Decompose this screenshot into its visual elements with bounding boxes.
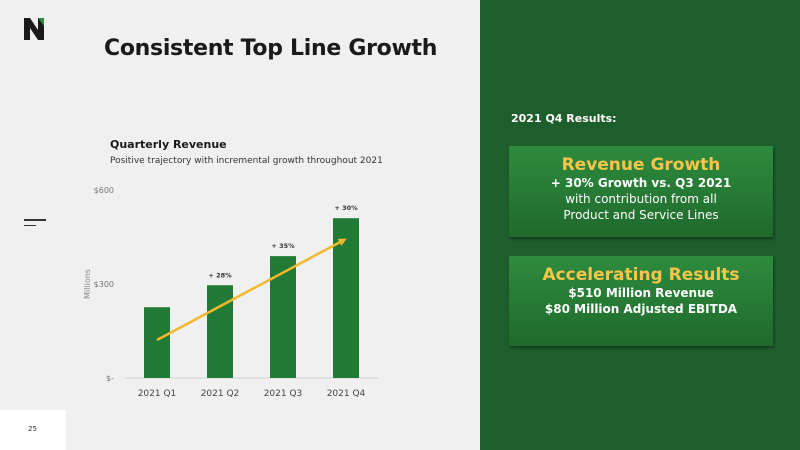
card-line: with contribution from all <box>565 192 717 206</box>
page-number: 25 <box>28 425 37 433</box>
accelerating-results-card: Accelerating Results $510 Million Revenu… <box>509 256 773 346</box>
bar <box>207 285 233 378</box>
card-title: Revenue Growth <box>561 155 721 175</box>
chart-subtitle: Positive trajectory with incremental gro… <box>110 156 383 166</box>
x-tick-label: 2021 Q1 <box>138 389 177 399</box>
data-label: + 28% <box>208 271 232 279</box>
y-tick-label: $600 <box>94 186 114 195</box>
y-axis-label: Millions <box>83 269 92 299</box>
section-divider-short <box>24 225 36 226</box>
revenue-growth-card: Revenue Growth + 30% Growth vs. Q3 2021 … <box>509 146 773 237</box>
chart-title: Quarterly Revenue <box>110 138 227 151</box>
x-tick-label: 2021 Q3 <box>264 389 303 399</box>
page-number-box <box>0 410 66 450</box>
data-label: + 30% <box>334 204 358 212</box>
y-tick-label: $300 <box>94 280 114 289</box>
bar <box>270 256 296 378</box>
card-title: Accelerating Results <box>542 265 740 285</box>
card-line: + 30% Growth vs. Q3 2021 <box>550 176 732 190</box>
section-divider <box>24 219 46 221</box>
card-line: $510 Million Revenue <box>568 286 714 300</box>
data-label: + 35% <box>271 242 295 250</box>
slide-title: Consistent Top Line Growth <box>104 36 438 61</box>
card-line: Product and Service Lines <box>563 208 719 222</box>
bar <box>333 218 359 378</box>
x-tick-label: 2021 Q4 <box>327 389 366 399</box>
company-logo <box>24 18 44 40</box>
revenue-chart: $- $300 $600 Millions 2021 Q1 2021 Q2 + 28% 202… <box>83 186 378 399</box>
bar <box>144 307 170 378</box>
y-tick-label: $- <box>106 374 114 383</box>
card-line: $80 Million Adjusted EBITDA <box>544 302 738 316</box>
x-tick-label: 2021 Q2 <box>201 389 240 399</box>
trend-arrow <box>156 238 347 342</box>
results-heading: 2021 Q4 Results: <box>511 112 617 125</box>
content-area <box>0 0 480 450</box>
